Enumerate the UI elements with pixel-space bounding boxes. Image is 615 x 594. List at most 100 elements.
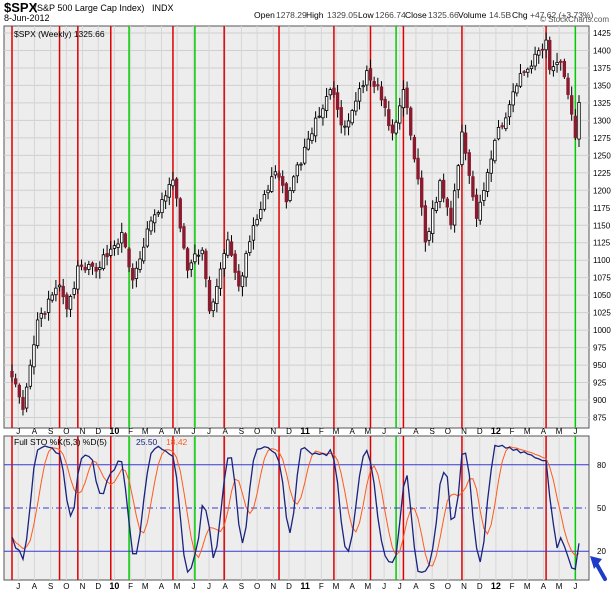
sto-x-tick-label: O <box>63 582 69 591</box>
down-candle <box>423 205 428 243</box>
up-candle <box>193 253 197 263</box>
price-x-tick-label: S <box>239 427 244 436</box>
volume-value: 14.5B <box>489 10 512 20</box>
up-candle <box>489 158 493 174</box>
price-tick-label: 1000 <box>593 326 611 335</box>
up-candle <box>493 140 497 162</box>
up-candle <box>518 73 523 87</box>
down-candle <box>204 250 208 280</box>
price-x-tick-label: O <box>445 427 451 436</box>
down-candle <box>339 107 343 126</box>
sto-x-tick-label: J <box>382 582 386 591</box>
price-x-tick-label: 12 <box>491 426 501 436</box>
up-candle <box>343 125 347 128</box>
up-candle <box>120 232 124 244</box>
exchange: INDX <box>152 3 174 13</box>
down-candle <box>13 378 18 385</box>
down-candle <box>570 95 574 115</box>
sto-x-tick-label: J <box>398 582 402 591</box>
price-x-tick-label: M <box>142 427 149 436</box>
candlesticks <box>10 32 581 416</box>
up-candle <box>544 39 548 51</box>
up-candle <box>456 165 460 191</box>
price-x-tick-label: N <box>461 427 467 436</box>
quote-summary: Open 1278.29 High 1329.05 Low 1266.74 Cl… <box>254 10 593 20</box>
up-candle <box>266 189 270 194</box>
up-candle <box>87 264 91 270</box>
price-x-tick-label: N <box>270 427 276 436</box>
price-tick-label: 1050 <box>593 291 611 300</box>
price-x-tick-label: M <box>365 427 372 436</box>
price-x-tick-label: D <box>95 427 101 436</box>
price-tick-label: 900 <box>593 396 607 405</box>
price-x-tick-label: A <box>159 427 165 436</box>
chg-label: Chg <box>512 10 528 20</box>
down-candle <box>405 87 409 109</box>
price-tick-label: 1300 <box>593 116 611 125</box>
up-candle <box>244 253 248 278</box>
price-x-tick-label: S <box>48 427 53 436</box>
open-label: Open <box>254 10 275 20</box>
down-candle <box>185 248 190 271</box>
down-candle <box>463 132 468 154</box>
down-candle <box>277 173 281 178</box>
price-tick-label: 1200 <box>593 186 611 195</box>
sto-x-tick-label: A <box>541 582 547 591</box>
price-x-tick-label: M <box>524 427 531 436</box>
up-candle <box>35 319 40 347</box>
price-x-tick-label: J <box>573 427 577 436</box>
down-candle <box>445 198 449 208</box>
up-candle <box>50 294 54 301</box>
price-legend: $SPX (Weekly) 1325.66 <box>14 29 105 39</box>
price-tick-label: 875 <box>593 414 607 423</box>
price-tick-label: 1225 <box>593 169 611 178</box>
y-axis-labels: 875 900 925 950 975 1000 1025 1050 1075 1100 1125 1… <box>593 29 611 556</box>
up-candle <box>288 190 292 201</box>
sto-x-tick-label: J <box>207 582 211 591</box>
down-candle <box>233 253 237 273</box>
price-x-tick-label: A <box>413 427 419 436</box>
down-candle <box>79 264 84 267</box>
down-candle <box>471 176 475 198</box>
down-candle <box>412 136 417 160</box>
sto-d-value: 18.42 <box>166 437 188 447</box>
sto-x-tick-label: M <box>174 582 181 591</box>
down-candle <box>83 266 87 271</box>
up-candle <box>430 208 435 234</box>
price-tick-label: 1175 <box>593 204 611 213</box>
price-x-tick-label: F <box>128 427 133 436</box>
up-candle <box>255 219 259 226</box>
up-candle <box>310 133 314 141</box>
up-candle <box>295 164 300 177</box>
price-x-tick-label: J <box>382 427 386 436</box>
sto-x-tick-label: A <box>350 582 356 591</box>
sto-x-tick-label: N <box>80 582 86 591</box>
sto-x-tick-label: J <box>16 582 20 591</box>
up-candle <box>529 65 534 70</box>
sto-x-tick-label: F <box>319 582 324 591</box>
up-candle <box>68 296 73 310</box>
up-candle <box>156 212 161 215</box>
price-x-tick-label: J <box>191 427 195 436</box>
price-tick-label: 1425 <box>593 29 611 38</box>
down-candle <box>376 84 380 87</box>
down-candle <box>335 92 340 110</box>
high-label: High <box>306 10 324 20</box>
up-candle <box>354 100 358 112</box>
down-candle <box>566 77 570 95</box>
sto-tick-label: 50 <box>597 504 606 513</box>
chart-date: 8-Jun-2012 <box>4 13 50 23</box>
sto-x-tick-label: J <box>191 582 195 591</box>
up-candle <box>302 146 307 164</box>
up-candle <box>438 180 442 202</box>
down-candle <box>65 294 69 310</box>
sto-x-tick-label: A <box>223 582 229 591</box>
sto-k-value: 25.50 <box>136 437 158 447</box>
price-x-tick-label: J <box>207 427 211 436</box>
up-candle <box>196 254 201 257</box>
up-candle <box>222 253 226 270</box>
up-candle <box>452 190 457 226</box>
down-candle <box>281 176 285 186</box>
sto-tick-label: 80 <box>597 461 606 470</box>
